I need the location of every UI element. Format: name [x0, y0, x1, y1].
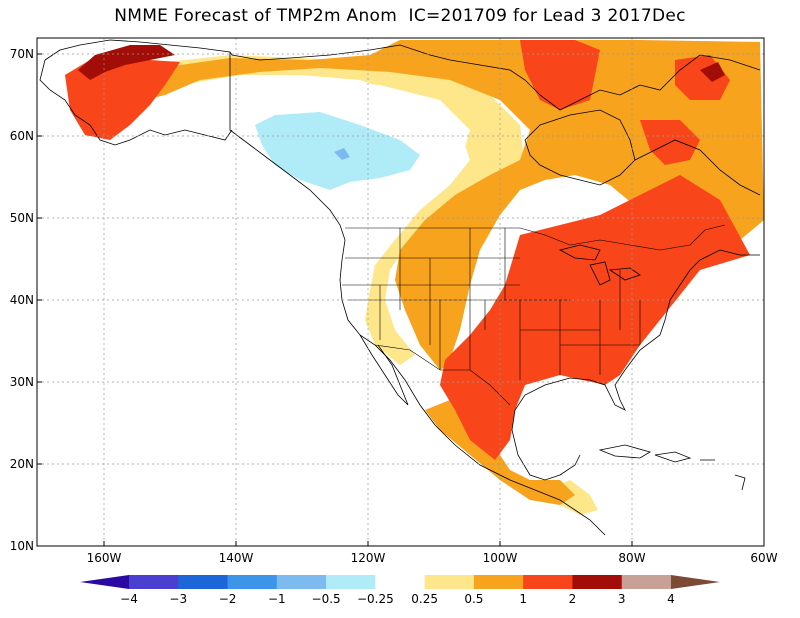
colorbar-label: 0.5	[464, 592, 483, 606]
colorbar-label: −2	[219, 592, 237, 606]
lon-label-160w: 160W	[87, 551, 122, 565]
lake-fill	[334, 148, 350, 160]
colorbar-swatch	[178, 575, 229, 589]
colorbar-label: 1	[519, 592, 527, 606]
colorbar-label: −0.5	[312, 592, 341, 606]
lat-label-40n: 40N	[10, 293, 34, 307]
state-lines	[342, 228, 641, 380]
lat-label-20n: 20N	[10, 457, 34, 471]
political-boundaries	[342, 224, 726, 406]
colorbar-swatch	[473, 575, 524, 589]
latitude-labels: 70N 60N 50N 40N 30N 20N 10N	[10, 47, 34, 553]
lon-label-120w: 120W	[351, 551, 386, 565]
lat-label-10n: 10N	[10, 539, 34, 553]
colorbar-label: −3	[169, 592, 187, 606]
colorbar-label: −0.25	[357, 592, 394, 606]
lon-label-140w: 140W	[219, 551, 254, 565]
colorbar-swatch	[375, 575, 426, 589]
graticule	[37, 38, 764, 546]
colorbar-swatch	[326, 575, 376, 589]
anomaly-shading	[65, 40, 764, 515]
colorbar-label: −4	[120, 592, 138, 606]
lon-label-80w: 80W	[618, 551, 645, 565]
anomaly-region-red-orange	[65, 40, 750, 460]
colorbar-arrow-right	[671, 575, 720, 589]
colorbar-swatch	[276, 575, 327, 589]
lat-label-70n: 70N	[10, 47, 34, 61]
colorbar-arrow-left	[80, 575, 129, 589]
colorbar-label: 3	[618, 592, 626, 606]
colorbar-label: 4	[667, 592, 675, 606]
anomaly-region-dark-red	[78, 45, 725, 82]
colorbar-label: 0.25	[411, 592, 438, 606]
colorbar-label: 2	[569, 592, 577, 606]
colorbar-swatch	[424, 575, 475, 589]
alaska-border	[229, 52, 346, 241]
colorbar-swatch	[621, 575, 672, 589]
axis-ticks	[37, 53, 633, 546]
map-title: NMME Forecast of TMP2m Anom IC=201709 fo…	[114, 6, 686, 26]
colorbar-swatch	[129, 575, 179, 589]
caribbean-islands	[598, 444, 746, 491]
canada-arctic-coast	[231, 44, 761, 111]
atlantic-coast	[511, 139, 761, 481]
anomaly-region-light-yellow	[140, 55, 598, 515]
colorbar-swatch	[227, 575, 278, 589]
hudson-bay-coast	[524, 109, 636, 186]
colorbar-swatch	[523, 575, 573, 589]
lat-label-30n: 30N	[10, 375, 34, 389]
colorbar-swatch	[572, 575, 623, 589]
baja-coast	[359, 334, 409, 406]
longitude-labels: 160W 140W 120W 100W 80W 60W	[87, 551, 778, 565]
colorbar	[80, 575, 720, 589]
lat-label-50n: 50N	[10, 211, 34, 225]
colorbar-labels: −4 −3 −2 −1 −0.5 −0.25 0.25 0.5 1 2 3 4	[120, 592, 675, 606]
colorbar-label: −1	[268, 592, 286, 606]
us-mexico-border	[374, 344, 511, 406]
lon-label-60w: 60W	[750, 551, 777, 565]
us-canada-border	[345, 224, 726, 251]
lat-label-60n: 60N	[10, 129, 34, 143]
lon-label-100w: 100W	[483, 551, 518, 565]
alaska-coast	[39, 39, 233, 146]
anomaly-region-orange	[145, 40, 764, 505]
map-frame	[36, 37, 765, 547]
